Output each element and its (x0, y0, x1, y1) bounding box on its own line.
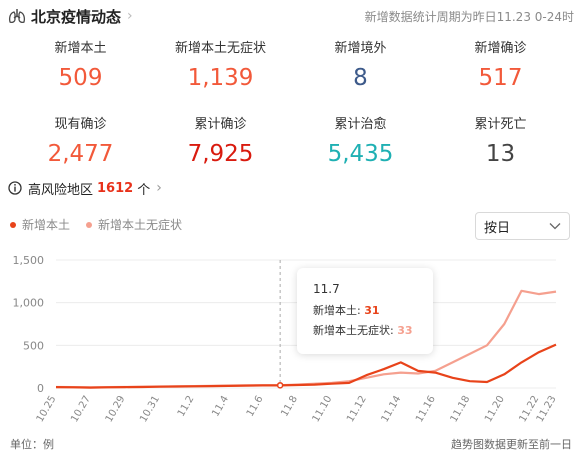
tooltip-row-asymptomatic: 新增本土无症状: 33 (313, 322, 433, 338)
stat-label: 新增本土无症状 (174, 41, 266, 56)
high-risk-link[interactable]: 高风险地区 1612 个 › (8, 178, 162, 198)
stat-value: 8 (353, 65, 368, 91)
x-tick-label: 11.4 (210, 394, 231, 419)
chart-legend: 新增本土 新增本土无症状 (10, 216, 198, 233)
stat-label: 新增确诊 (474, 41, 527, 56)
tooltip-label: 新增本土: (313, 304, 361, 317)
legend-label: 新增本土无症状 (98, 218, 183, 232)
stat-label: 现有确诊 (54, 117, 107, 132)
stat-total-deaths: 累计死亡 13 (428, 116, 573, 169)
legend-item-asymptomatic[interactable]: 新增本土无症状 (86, 216, 182, 233)
x-tick-label: 11.8 (279, 394, 300, 419)
x-tick-label: 11.6 (245, 394, 266, 419)
high-risk-count: 1612 (97, 180, 134, 196)
x-tick-label: 10.25 (35, 394, 59, 424)
legend-item-local[interactable]: 新增本土 (10, 216, 70, 233)
update-footnote: 趋势图数据更新至前一日 (451, 438, 572, 451)
high-risk-label: 高风险地区 (28, 182, 94, 198)
series-line-local (55, 343, 557, 389)
stat-new-confirmed: 新增确诊 517 (428, 40, 573, 93)
y-tick-label: 1,000 (13, 297, 45, 310)
update-note: 新增数据统计周期为昨日11.23 0-24时 (364, 9, 574, 24)
tooltip-date: 11.7 (313, 282, 340, 296)
stat-current-confirmed: 现有确诊 2,477 (8, 116, 153, 169)
stat-label: 累计确诊 (194, 117, 247, 132)
period-select-value: 按日 (484, 220, 511, 236)
stat-value: 1,139 (187, 65, 254, 91)
tooltip-label: 新增本土无症状: (313, 324, 394, 337)
stat-value: 517 (478, 65, 523, 91)
tooltip-value: 31 (364, 304, 380, 317)
x-tick-label: 10.29 (104, 394, 128, 424)
high-risk-unit: 个 (137, 182, 151, 198)
x-tick-label: 11.14 (380, 394, 404, 424)
hover-point (276, 382, 284, 389)
stat-value: 5,435 (327, 141, 394, 167)
tooltip-row-local: 新增本土: 31 (313, 302, 433, 318)
chevron-right-icon: › (156, 180, 162, 196)
tooltip-value: 33 (397, 324, 413, 337)
stat-total-cured: 累计治愈 5,435 (288, 116, 433, 169)
stat-label: 新增本土 (54, 41, 107, 56)
stat-new-imported: 新增境外 8 (288, 40, 433, 93)
chart-tooltip: 11.7 新增本土: 31 新增本土无症状: 33 (297, 268, 433, 354)
unit-label: 单位：例 (10, 438, 54, 451)
x-tick-label: 11.20 (483, 394, 507, 424)
x-tick-label: 11.2 (176, 394, 197, 419)
stat-label: 累计死亡 (474, 117, 527, 132)
stat-value: 13 (485, 141, 516, 167)
chevron-down-icon (549, 223, 561, 230)
y-tick-label: 1,500 (13, 254, 45, 267)
page-title: 北京疫情动态 (31, 7, 122, 26)
x-tick-label: 11.18 (449, 394, 473, 424)
x-tick-label: 11.16 (414, 394, 438, 424)
stat-total-confirmed: 累计确诊 7,925 (148, 116, 293, 169)
y-tick-label: 0 (37, 382, 44, 395)
header[interactable]: 北京疫情动态 › 新增数据统计周期为昨日11.23 0-24时 (8, 4, 574, 28)
stat-value: 7,925 (187, 141, 254, 167)
legend-label: 新增本土 (22, 218, 71, 232)
x-tick-label: 10.31 (138, 394, 162, 424)
trend-chart[interactable]: 0 500 1,000 1,500 10.25 10.27 10.29 10.31 11.2 11… (0, 245, 582, 435)
x-tick-label: 11.10 (311, 394, 335, 424)
stat-new-local-asymptomatic: 新增本土无症状 1,139 (148, 40, 293, 93)
stat-label: 新增境外 (334, 41, 387, 56)
y-tick-label: 500 (23, 339, 44, 352)
chevron-right-icon[interactable]: › (127, 8, 133, 24)
lung-icon (8, 9, 26, 24)
legend-dot (86, 221, 93, 228)
legend-dot (10, 221, 16, 228)
x-tick-label: 11.12 (345, 394, 369, 424)
stat-value: 2,477 (47, 141, 114, 167)
stat-new-local: 新增本土 509 (8, 40, 153, 93)
info-icon (8, 181, 22, 195)
x-tick-label: 10.27 (69, 394, 93, 424)
stat-value: 509 (58, 65, 103, 91)
stat-label: 累计治愈 (334, 117, 387, 132)
period-select[interactable]: 按日 (475, 212, 570, 240)
